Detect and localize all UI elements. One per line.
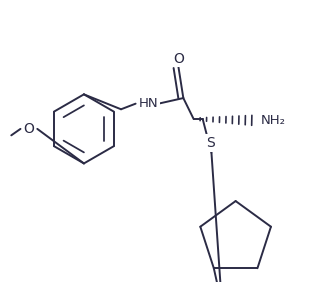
Text: O: O [173, 52, 184, 66]
Text: S: S [206, 136, 215, 150]
Text: HN: HN [139, 97, 158, 110]
Text: O: O [23, 122, 34, 136]
Text: NH₂: NH₂ [261, 114, 286, 127]
